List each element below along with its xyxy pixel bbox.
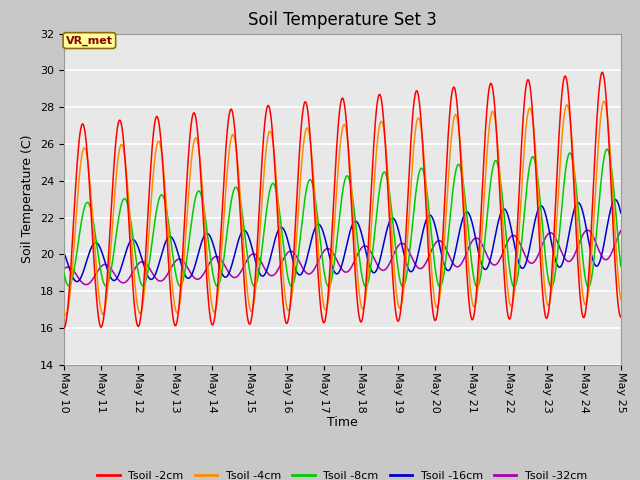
X-axis label: Time: Time	[327, 416, 358, 429]
Y-axis label: Soil Temperature (C): Soil Temperature (C)	[22, 135, 35, 264]
Text: VR_met: VR_met	[66, 36, 113, 46]
Title: Soil Temperature Set 3: Soil Temperature Set 3	[248, 11, 437, 29]
Legend: Tsoil -2cm, Tsoil -4cm, Tsoil -8cm, Tsoil -16cm, Tsoil -32cm: Tsoil -2cm, Tsoil -4cm, Tsoil -8cm, Tsoi…	[93, 466, 592, 480]
